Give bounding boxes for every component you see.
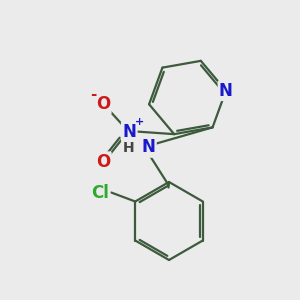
Text: +: + (134, 117, 144, 127)
Text: -: - (90, 87, 96, 102)
Text: H: H (123, 140, 134, 154)
Text: O: O (96, 153, 110, 171)
Text: O: O (96, 95, 110, 113)
Text: N: N (219, 82, 233, 100)
Text: N: N (122, 123, 136, 141)
Text: N: N (142, 139, 155, 157)
Text: Cl: Cl (91, 184, 109, 202)
